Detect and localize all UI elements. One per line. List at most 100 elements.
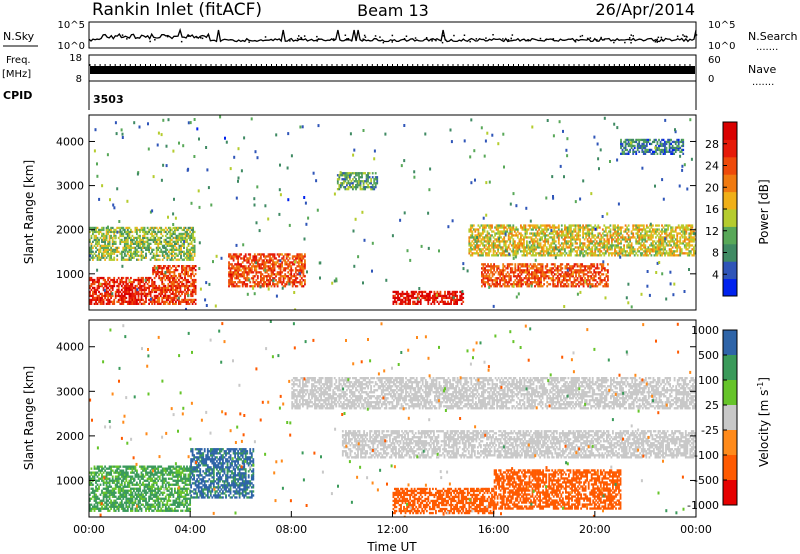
power-cell [645, 150, 648, 153]
power-cell [122, 234, 125, 238]
power-cell [89, 298, 91, 302]
power-cell [153, 290, 156, 294]
power-cell [523, 269, 526, 272]
power-cell [450, 296, 453, 300]
power-cell [184, 276, 186, 280]
power-cell [576, 234, 578, 237]
power-cell [287, 281, 290, 284]
power-cell [234, 269, 237, 272]
noise-search-dot [527, 40, 529, 42]
power-cell [534, 269, 536, 272]
power-cell [120, 252, 123, 255]
power-cell [584, 265, 587, 268]
power-cell [598, 232, 601, 235]
power-cell [182, 298, 185, 302]
power-cell [558, 269, 561, 272]
power-cell [642, 246, 645, 249]
power-cell [511, 269, 514, 272]
power-cell [152, 300, 155, 303]
power-cell [300, 285, 303, 288]
power-cell [101, 256, 103, 259]
power-cell [151, 300, 154, 303]
power-cell [243, 255, 246, 258]
power-cell [525, 277, 527, 280]
power-cell [139, 240, 141, 243]
power-cell [158, 236, 161, 240]
power-cell [518, 248, 521, 251]
power-cell [237, 257, 240, 260]
power-cell [104, 236, 107, 240]
power-cell [550, 277, 553, 280]
power-cell [536, 252, 539, 255]
power-cell [553, 254, 556, 257]
power-cell [600, 246, 603, 249]
power-cell [576, 238, 578, 241]
power-cell [272, 281, 274, 284]
power-cell [510, 250, 513, 253]
power-cell [521, 242, 524, 245]
power-cell [261, 273, 264, 276]
power-cell [693, 246, 695, 249]
power-cell [229, 263, 232, 266]
power-cell [504, 246, 507, 249]
power-cell [256, 265, 259, 268]
power-cell [632, 248, 635, 251]
power-cell [170, 248, 173, 251]
power-cell [523, 281, 526, 284]
power-cell [645, 226, 648, 229]
power-cell [167, 242, 170, 245]
power-cell [253, 275, 256, 278]
power-cell [362, 180, 365, 183]
power-cell [501, 250, 504, 253]
power-cell [140, 278, 143, 282]
power-cell [299, 255, 302, 258]
power-cell [561, 263, 564, 266]
power-cell [630, 250, 633, 253]
power-cell [644, 240, 647, 243]
power-cell [588, 265, 591, 268]
power-cell [620, 228, 622, 231]
power-cell [636, 144, 639, 148]
power-cell [293, 263, 296, 266]
power-cell [540, 279, 543, 282]
power-cell [252, 263, 255, 266]
power-cell [358, 174, 360, 177]
power-cell [583, 228, 586, 231]
power-cell [164, 230, 167, 234]
power-cell [603, 279, 606, 282]
power-cell [607, 279, 609, 282]
power-cell [579, 254, 582, 257]
power-cell [601, 246, 604, 249]
power-cell [593, 271, 596, 274]
power-cell [498, 234, 501, 237]
power-cell [96, 284, 99, 288]
power-cell [570, 244, 572, 247]
power-cell [606, 238, 609, 241]
power-cell [450, 298, 453, 302]
power-cell [577, 238, 580, 241]
power-cell [168, 265, 171, 268]
power-cell [627, 242, 630, 245]
power-cell [149, 246, 152, 249]
power-cell [120, 226, 123, 230]
power-cell [667, 234, 670, 237]
power-cell [674, 254, 677, 257]
power-cell [255, 255, 258, 258]
power-cell [401, 290, 404, 294]
power-cell [683, 234, 686, 237]
power-cell [142, 228, 144, 232]
power-cell [579, 269, 582, 272]
power-cell [573, 269, 576, 272]
power-cell [187, 265, 189, 268]
power-cell [547, 224, 550, 227]
power-cell [626, 148, 629, 152]
power-cell [149, 290, 152, 294]
power-cell [269, 255, 271, 258]
power-cell [573, 277, 576, 280]
power-cell [126, 236, 129, 240]
power-cell [617, 236, 619, 239]
power-cell [553, 240, 556, 243]
power-cell [439, 300, 442, 303]
power-cell [559, 285, 562, 288]
power-cell [110, 258, 113, 261]
